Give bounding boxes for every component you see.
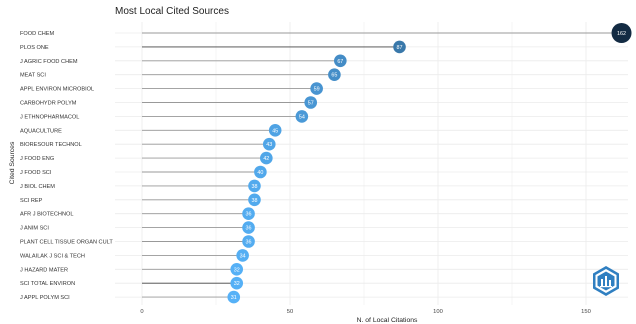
lollipop-row: BIORESOUR TECHNOL 43	[20, 137, 276, 151]
category-label: J ANIM SCI	[20, 226, 49, 232]
rows: FOOD CHEM 162 PLOS ONE 87 J AGRIC FOOD CHEM 6…	[20, 23, 632, 304]
lollipop-row: CARBOHYDR POLYM 57	[20, 96, 318, 109]
data-label: 32	[234, 267, 240, 273]
lollipop-row: PLANT CELL TISSUE ORGAN CULT 36	[20, 235, 255, 248]
lollipop-row: APPL ENVIRON MICROBIOL 59	[20, 82, 323, 95]
category-label: AFR J BIOTECHNOL	[20, 212, 73, 218]
lollipop-dot	[254, 165, 267, 179]
lollipop-dot	[310, 82, 323, 95]
category-label: PLOS ONE	[20, 45, 49, 51]
x-tick-labels: 0 50 100 150	[140, 309, 590, 315]
lollipop-dot	[328, 68, 341, 81]
data-label: 67	[337, 59, 343, 65]
grid	[115, 22, 628, 305]
category-label: CARBOHYDR POLYM	[20, 101, 77, 107]
data-label: 87	[397, 45, 403, 51]
category-label: SCI TOTAL ENVIRON	[20, 281, 75, 287]
lollipop-dot	[611, 23, 632, 43]
data-label: 54	[299, 114, 305, 120]
category-label: WALAILAK J SCI & TECH	[20, 253, 85, 259]
category-label: J APPL POLYM SCI	[20, 295, 70, 301]
category-label: J HAZARD MATER	[20, 267, 68, 273]
chart-title: Most Local Cited Sources	[115, 6, 229, 17]
bibliometrix-logo-icon	[593, 266, 619, 296]
category-label: J ETHNOPHARMACOL	[20, 114, 79, 120]
category-label: J FOOD SCI	[20, 170, 52, 176]
data-label: 45	[272, 128, 278, 134]
data-label: 38	[251, 184, 257, 190]
lollipop-dot	[248, 193, 261, 207]
x-tick-label: 100	[433, 309, 443, 315]
category-label: J BIOL CHEM	[20, 184, 55, 190]
data-label: 34	[240, 253, 246, 259]
data-label: 38	[251, 198, 257, 204]
lollipop-row: J ANIM SCI 36	[20, 221, 255, 234]
lollipop-row: SCI TOTAL ENVIRON 32	[20, 276, 244, 290]
x-axis-title: N. of Local Citations	[357, 317, 418, 324]
lollipop-row: SCI REP 38	[20, 193, 261, 207]
lollipop-dot	[260, 151, 273, 165]
lollipop-dot	[242, 221, 255, 234]
category-label: PLANT CELL TISSUE ORGAN CULT	[20, 240, 113, 246]
data-label: 57	[308, 101, 314, 107]
lollipop-row: J FOOD SCI 40	[20, 165, 267, 179]
data-label: 65	[331, 73, 337, 79]
lollipop-row: J ETHNOPHARMACOL 54	[20, 110, 309, 123]
data-label: 36	[246, 212, 252, 218]
data-label: 36	[246, 226, 252, 232]
category-label: SCI REP	[20, 198, 43, 204]
lollipop-dot	[268, 124, 282, 137]
data-label: 59	[314, 87, 320, 93]
x-tick-label: 150	[581, 309, 591, 315]
lollipop-row: J FOOD ENG 42	[20, 151, 273, 165]
data-label: 40	[257, 170, 263, 176]
category-label: AQUACULTURE	[20, 128, 62, 134]
lollipop-row: AQUACULTURE 45	[20, 124, 282, 137]
lollipop-dot	[262, 137, 276, 151]
lollipop-dot	[230, 263, 244, 276]
category-label: MEAT SCI	[20, 73, 46, 79]
category-label: BIORESOUR TECHNOL	[20, 142, 82, 148]
data-label: 162	[617, 31, 626, 37]
data-label: 36	[246, 240, 252, 246]
data-label: 31	[231, 295, 237, 301]
lollipop-dot	[393, 40, 406, 54]
lollipop-dot	[227, 290, 241, 304]
y-axis-title: Cited Sources	[9, 141, 16, 184]
data-label: 43	[266, 142, 272, 148]
lollipop-dot	[295, 110, 309, 123]
data-label: 42	[263, 156, 269, 162]
lollipop-row: MEAT SCI 65	[20, 68, 341, 81]
lollipop-row: J APPL POLYM SCI 31	[20, 290, 241, 304]
lollipop-row: AFR J BIOTECHNOL 36	[20, 207, 255, 220]
lollipop-dot	[242, 235, 255, 248]
x-tick-label: 50	[287, 309, 293, 315]
lollipop-dot	[236, 249, 249, 262]
category-label: J FOOD ENG	[20, 156, 54, 162]
lollipop-row: J BIOL CHEM 38	[20, 179, 261, 193]
data-label: 32	[234, 281, 240, 287]
lollipop-dot	[248, 179, 261, 193]
lollipop-row: PLOS ONE 87	[20, 40, 406, 54]
lollipop-dot	[230, 276, 244, 290]
lollipop-row: FOOD CHEM 162	[20, 23, 632, 43]
lollipop-row: J AGRIC FOOD CHEM 67	[20, 54, 347, 68]
x-tick-label: 0	[140, 309, 143, 315]
lollipop-dot	[334, 54, 347, 68]
lollipop-row: WALAILAK J SCI & TECH 34	[20, 249, 249, 262]
category-label: J AGRIC FOOD CHEM	[20, 59, 78, 65]
lollipop-dot	[304, 96, 318, 109]
lollipop-dot	[242, 207, 255, 220]
lollipop-row: J HAZARD MATER 32	[20, 263, 244, 276]
category-label: APPL ENVIRON MICROBIOL	[20, 87, 94, 93]
category-label: FOOD CHEM	[20, 31, 55, 37]
